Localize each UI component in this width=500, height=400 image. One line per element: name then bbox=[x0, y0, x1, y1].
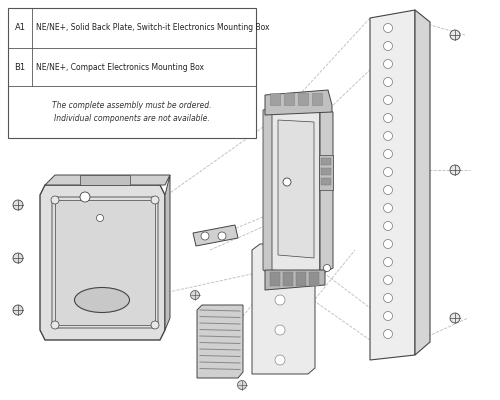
Circle shape bbox=[384, 96, 392, 104]
Circle shape bbox=[384, 150, 392, 158]
Circle shape bbox=[384, 294, 392, 302]
Circle shape bbox=[450, 165, 460, 175]
Circle shape bbox=[384, 78, 392, 86]
Polygon shape bbox=[263, 108, 272, 275]
Circle shape bbox=[384, 276, 392, 284]
Polygon shape bbox=[370, 10, 415, 360]
Circle shape bbox=[275, 295, 285, 305]
Polygon shape bbox=[265, 270, 325, 290]
Circle shape bbox=[283, 178, 291, 186]
Circle shape bbox=[384, 312, 392, 320]
Circle shape bbox=[151, 196, 159, 204]
Polygon shape bbox=[193, 225, 238, 246]
Circle shape bbox=[384, 60, 392, 68]
Bar bbox=[309, 272, 319, 286]
Circle shape bbox=[384, 42, 392, 50]
Bar bbox=[8, 8, 256, 138]
Circle shape bbox=[218, 232, 226, 240]
Bar bbox=[321, 158, 331, 165]
Circle shape bbox=[384, 168, 392, 176]
Circle shape bbox=[384, 114, 392, 122]
Polygon shape bbox=[415, 10, 430, 355]
Bar bbox=[296, 272, 306, 286]
Bar bbox=[270, 272, 280, 286]
Polygon shape bbox=[80, 175, 130, 185]
Bar bbox=[270, 93, 280, 105]
Circle shape bbox=[384, 24, 392, 32]
Bar bbox=[284, 93, 294, 105]
Polygon shape bbox=[252, 244, 315, 374]
Polygon shape bbox=[40, 185, 165, 340]
Circle shape bbox=[51, 321, 59, 329]
Circle shape bbox=[384, 240, 392, 248]
Circle shape bbox=[13, 305, 23, 315]
Circle shape bbox=[384, 132, 392, 140]
Circle shape bbox=[13, 253, 23, 263]
Ellipse shape bbox=[74, 288, 130, 312]
Text: A1: A1 bbox=[14, 24, 26, 32]
Bar bbox=[321, 178, 331, 185]
Polygon shape bbox=[268, 108, 320, 275]
Circle shape bbox=[384, 330, 392, 338]
Bar bbox=[321, 168, 331, 175]
Polygon shape bbox=[265, 90, 332, 115]
Circle shape bbox=[324, 264, 330, 272]
Circle shape bbox=[384, 258, 392, 266]
Polygon shape bbox=[278, 120, 314, 258]
Circle shape bbox=[384, 222, 392, 230]
Text: The complete assembly must be ordered.
Individual components are not available.: The complete assembly must be ordered. I… bbox=[52, 101, 212, 123]
Polygon shape bbox=[165, 175, 170, 330]
Circle shape bbox=[96, 214, 103, 222]
Polygon shape bbox=[320, 108, 333, 275]
Text: NE/NE+, Compact Electronics Mounting Box: NE/NE+, Compact Electronics Mounting Box bbox=[36, 62, 204, 72]
Bar bbox=[312, 93, 322, 105]
Circle shape bbox=[51, 196, 59, 204]
Circle shape bbox=[450, 313, 460, 323]
Bar bbox=[319, 155, 333, 190]
Circle shape bbox=[275, 355, 285, 365]
Text: B1: B1 bbox=[14, 62, 26, 72]
Circle shape bbox=[151, 321, 159, 329]
Text: NE/NE+, Solid Back Plate, Switch-it Electronics Mounting Box: NE/NE+, Solid Back Plate, Switch-it Elec… bbox=[36, 24, 270, 32]
Circle shape bbox=[275, 325, 285, 335]
Circle shape bbox=[238, 380, 246, 390]
Bar bbox=[283, 272, 293, 286]
Circle shape bbox=[384, 204, 392, 212]
Polygon shape bbox=[55, 200, 155, 325]
Circle shape bbox=[190, 290, 200, 300]
Circle shape bbox=[80, 192, 90, 202]
Circle shape bbox=[384, 186, 392, 194]
Polygon shape bbox=[197, 305, 243, 378]
Bar bbox=[298, 93, 308, 105]
Circle shape bbox=[201, 232, 209, 240]
Circle shape bbox=[450, 30, 460, 40]
Polygon shape bbox=[45, 175, 170, 185]
Circle shape bbox=[13, 200, 23, 210]
Circle shape bbox=[275, 265, 285, 275]
